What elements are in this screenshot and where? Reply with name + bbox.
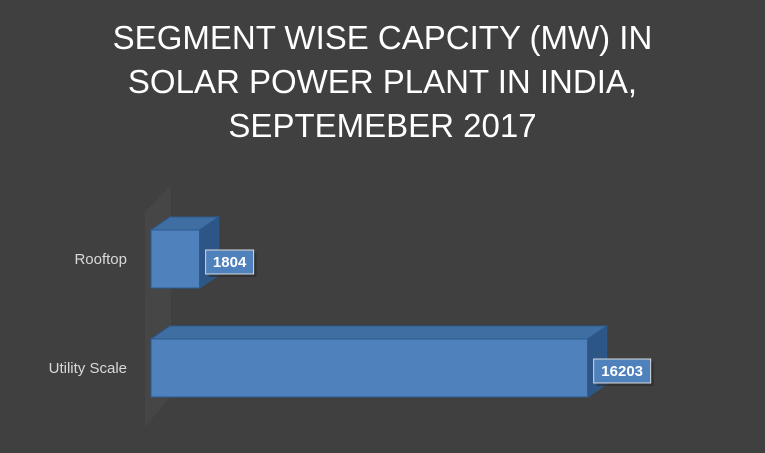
chart-title-line-3: SEPTEMEBER 2017 <box>228 107 537 144</box>
data-label-box-1 <box>593 358 652 384</box>
data-label-box-0 <box>205 249 255 275</box>
chart-title-line-1: SEGMENT WISE CAPCITY (MW) IN <box>112 19 653 56</box>
data-label-0: 1804 <box>213 254 247 271</box>
category-label-1: Utility Scale <box>49 360 127 377</box>
data-label-1: 16203 <box>601 363 643 380</box>
bar-1-front <box>150 338 589 398</box>
bar-1-top <box>149 325 609 340</box>
chart-title-line-2: SOLAR POWER PLANT IN INDIA, <box>127 63 638 100</box>
chart-title: SEGMENT WISE CAPCITY (MW) IN SOLAR POWER… <box>0 16 765 148</box>
category-label-0: Rooftop <box>74 251 127 268</box>
bar-0-front <box>150 229 201 289</box>
